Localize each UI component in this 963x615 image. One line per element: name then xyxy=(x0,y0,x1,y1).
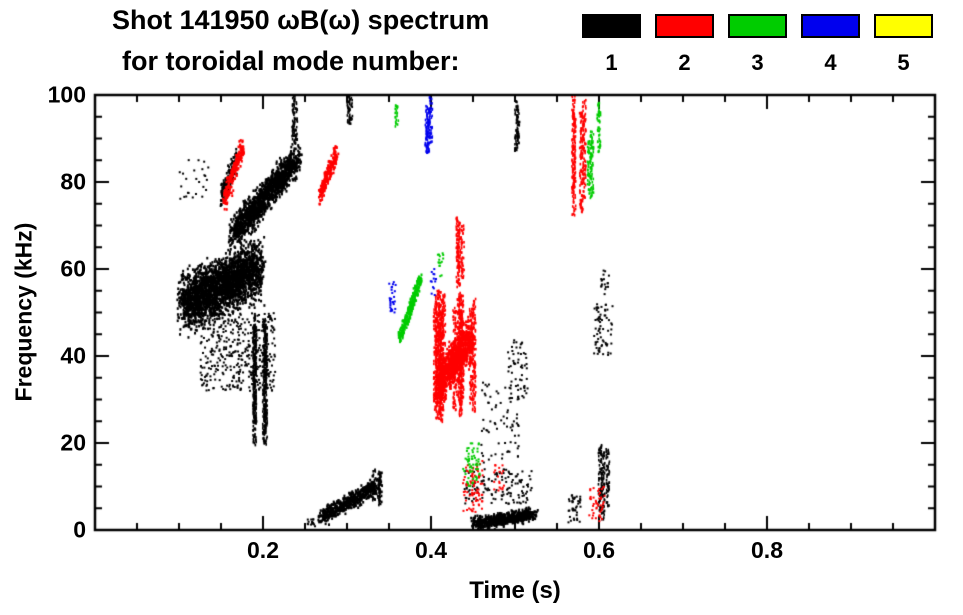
chart-title: Shot 141950 ωB(ω) spectrum xyxy=(112,5,490,35)
legend-label-3: 3 xyxy=(751,50,764,75)
y-tick-label: 60 xyxy=(60,255,86,282)
x-tick-label: 0.6 xyxy=(583,537,615,563)
legend-label-2: 2 xyxy=(678,50,691,75)
legend-swatch-3 xyxy=(728,14,787,38)
y-tick-label: 40 xyxy=(60,342,86,369)
y-tick-label: 80 xyxy=(60,168,86,195)
legend-label-1: 1 xyxy=(605,50,618,75)
x-tick-label: 0.2 xyxy=(247,537,279,563)
legend-swatch-5 xyxy=(874,14,933,38)
y-tick-label: 100 xyxy=(47,81,86,108)
chart-subtitle: for toroidal mode number: xyxy=(122,46,460,76)
legend-label-4: 4 xyxy=(824,50,837,75)
y-tick-label: 0 xyxy=(73,516,86,543)
y-axis-label: Frequency (kHz) xyxy=(10,222,37,402)
legend-swatch-1 xyxy=(582,14,641,38)
legend-swatch-2 xyxy=(655,14,714,38)
x-tick-label: 0.4 xyxy=(415,537,447,563)
legend-numbers: 1 2 3 4 5 xyxy=(582,50,933,76)
legend-swatch-4 xyxy=(801,14,860,38)
legend-label-5: 5 xyxy=(897,50,910,75)
x-tick-label: 0.8 xyxy=(751,537,783,563)
x-axis-label: Time (s) xyxy=(469,577,561,604)
legend-swatches xyxy=(582,14,933,38)
y-tick-label: 20 xyxy=(60,429,86,456)
